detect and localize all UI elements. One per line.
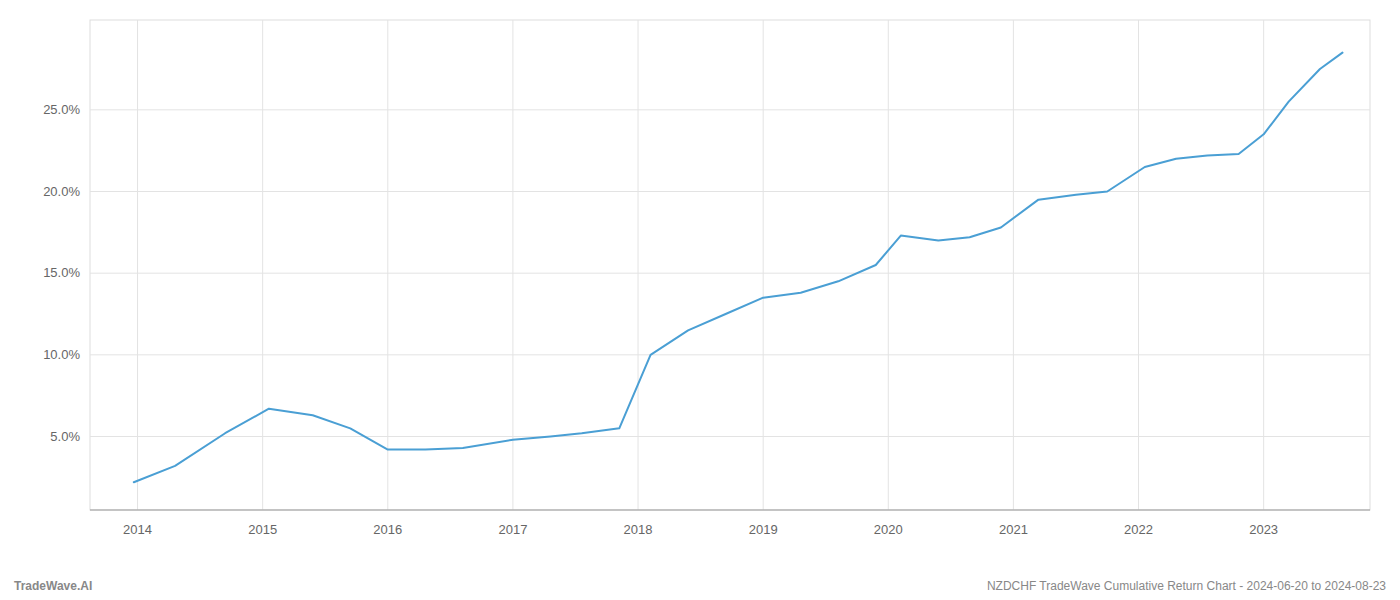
footer-right: NZDCHF TradeWave Cumulative Return Chart… [987, 579, 1386, 593]
footer-left: TradeWave.AI [14, 579, 92, 593]
x-tick-label: 2018 [624, 522, 653, 537]
x-tick-label: 2020 [874, 522, 903, 537]
y-grid-line [90, 273, 1370, 274]
grid [90, 20, 1370, 510]
y-tick-label: 10.0% [43, 347, 80, 362]
plot-area [134, 53, 1343, 483]
y-tick-label: 20.0% [43, 184, 80, 199]
y-grid-line [90, 109, 1370, 110]
chart: 2014 2015 2016 2017 2018 2019 2020 2021 2022 2023… [0, 0, 1400, 600]
x-tick-label: 2017 [498, 522, 527, 537]
x-tick-label: 2015 [248, 522, 277, 537]
x-tick-label: 2021 [999, 522, 1028, 537]
tick-labels: 2014 2015 2016 2017 2018 2019 2020 2021 2022 2023… [43, 102, 1278, 537]
y-grid-line [90, 436, 1370, 437]
line [134, 53, 1343, 483]
y-tick-label: 25.0% [43, 102, 80, 117]
x-tick-label: 2016 [373, 522, 402, 537]
x-tick-label: 2019 [749, 522, 778, 537]
y-grid-line [90, 191, 1370, 192]
y-grid-line [90, 354, 1370, 355]
y-tick-label: 15.0% [43, 265, 80, 280]
x-axis-line [90, 510, 1370, 511]
x-tick-label: 2014 [123, 522, 152, 537]
y-tick-label: 5.0% [50, 429, 80, 444]
x-tick-label: 2022 [1124, 522, 1153, 537]
x-tick-label: 2023 [1249, 522, 1278, 537]
plot-frame [90, 20, 1370, 510]
